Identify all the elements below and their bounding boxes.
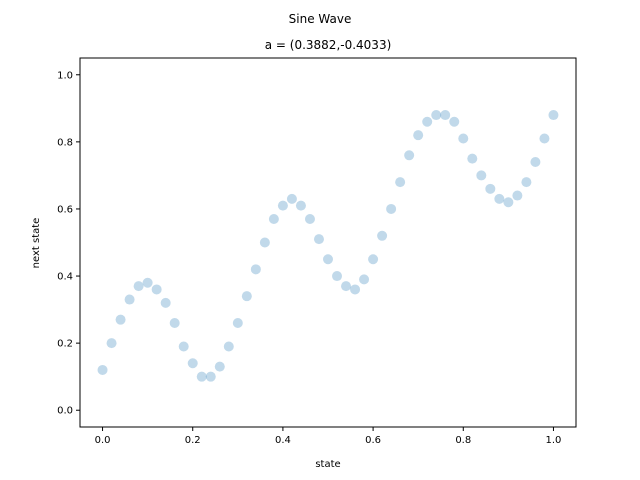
data-point [350,284,361,295]
data-point [241,291,252,302]
y-tick-label: 0.2 [57,339,73,350]
data-point [323,254,333,265]
plot-frame [79,57,577,428]
x-tick-label: 0.8 [455,435,471,446]
data-point [196,371,207,382]
data-point [386,203,397,214]
data-point [449,116,460,127]
y-tick-label: 1.0 [57,70,73,81]
x-tick-label: 0.0 [95,435,111,446]
data-point [178,341,189,352]
data-point [521,177,532,188]
data-point [530,156,541,167]
data-point [205,371,216,382]
scatter-points [97,110,559,382]
data-point [133,281,144,292]
data-point [268,214,279,225]
data-point [97,364,108,375]
data-point [223,341,234,352]
data-point [187,358,198,369]
x-tick-label: 0.6 [365,435,381,446]
y-tick-label: 0.0 [57,406,73,417]
data-point [413,130,424,141]
y-tick-label: 0.8 [57,137,73,148]
data-point [395,177,406,188]
data-point [503,197,514,208]
data-point [485,183,496,194]
x-axis-label: state [315,459,340,470]
data-point [115,314,126,325]
data-point [332,271,343,282]
data-point [214,361,225,372]
data-point [232,318,243,329]
data-point [467,153,478,164]
x-tick-label: 0.4 [275,435,291,446]
data-point [458,133,469,144]
data-point [377,230,388,241]
data-point [304,214,315,225]
data-point [440,110,451,121]
data-point [422,116,433,127]
data-point [142,277,153,288]
y-axis-label: next state [31,218,42,269]
data-point [539,133,550,144]
data-point [250,264,261,275]
x-tick-label: 0.2 [185,435,201,446]
data-point [512,190,523,201]
data-point [169,318,180,329]
data-point [476,170,487,181]
chart-title: Sine Wave [289,12,352,26]
data-point [286,193,297,204]
x-tick-label: 1.0 [546,435,562,446]
data-point [313,234,324,245]
data-point [404,150,415,161]
y-tick-label: 0.4 [57,272,73,283]
y-axis: 0.0 0.2 0.4 0.6 0.8 1.0 [57,70,80,417]
data-point [341,281,352,292]
data-point [359,274,370,285]
y-tick-label: 0.6 [57,204,73,215]
data-point [368,254,379,265]
data-point [548,110,559,121]
data-point [431,110,442,121]
x-axis: 0.0 0.2 0.4 0.6 0.8 1.0 [95,427,562,446]
data-point [151,284,162,295]
data-point [494,193,505,204]
data-point [259,237,270,248]
data-point [295,200,306,211]
data-point [106,338,117,349]
chart-subtitle: a = (0.3882,-0.4033) [265,38,392,52]
data-point [124,294,135,305]
data-point [277,200,288,211]
data-point [160,297,171,308]
